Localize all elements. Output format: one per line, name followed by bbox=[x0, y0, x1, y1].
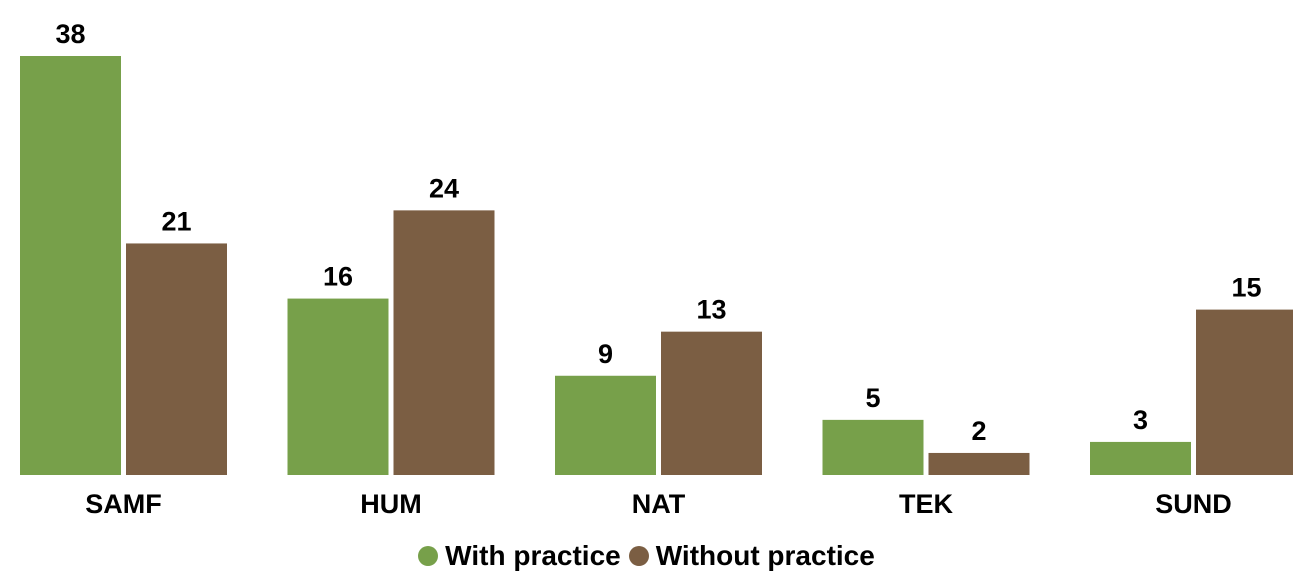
category-label-samf: SAMF bbox=[85, 489, 162, 519]
category-label-sund: SUND bbox=[1155, 489, 1232, 519]
value-label-samf-with-practice: 38 bbox=[55, 19, 85, 49]
legend-item-with-practice[interactable]: With practice bbox=[418, 540, 621, 572]
bar-tek-with-practice[interactable] bbox=[822, 419, 924, 475]
legend-swatch-with-practice bbox=[418, 546, 439, 566]
value-label-nat-with-practice: 9 bbox=[598, 339, 613, 369]
bar-samf-with-practice[interactable] bbox=[20, 56, 121, 475]
value-label-hum-with-practice: 16 bbox=[323, 262, 353, 292]
category-label-tek: TEK bbox=[899, 489, 954, 519]
bar-hum-without-practice[interactable] bbox=[393, 210, 495, 476]
bar-nat-with-practice[interactable] bbox=[555, 375, 656, 475]
category-label-nat: NAT bbox=[632, 489, 686, 519]
bar-tek-without-practice[interactable] bbox=[928, 452, 1030, 475]
legend-label-without-practice: Without practice bbox=[655, 540, 875, 571]
bar-hum-with-practice[interactable] bbox=[287, 298, 389, 475]
legend-label-with-practice: With practice bbox=[445, 540, 621, 571]
category-label-hum: HUM bbox=[360, 489, 422, 519]
value-label-hum-without-practice: 24 bbox=[429, 173, 459, 203]
bar-sund-with-practice[interactable] bbox=[1090, 441, 1191, 475]
bar-sund-without-practice[interactable] bbox=[1196, 309, 1293, 475]
value-label-nat-without-practice: 13 bbox=[696, 295, 726, 325]
value-label-samf-without-practice: 21 bbox=[161, 206, 191, 236]
value-label-tek-with-practice: 5 bbox=[865, 383, 880, 413]
bar-samf-without-practice[interactable] bbox=[126, 243, 227, 475]
bar-nat-without-practice[interactable] bbox=[661, 331, 762, 475]
legend-item-without-practice[interactable]: Without practice bbox=[628, 540, 875, 572]
legend: With practice Without practice bbox=[0, 538, 1293, 574]
value-label-tek-without-practice: 2 bbox=[971, 416, 986, 446]
value-label-sund-without-practice: 15 bbox=[1231, 273, 1261, 303]
value-label-sund-with-practice: 3 bbox=[1133, 405, 1148, 435]
bar-chart: 38 21 SAMF 16 24 HUM 9 13 NAT 5 2 TEK 3 15 SUND bbox=[20, 19, 1293, 519]
legend-swatch-without-practice bbox=[628, 546, 649, 566]
